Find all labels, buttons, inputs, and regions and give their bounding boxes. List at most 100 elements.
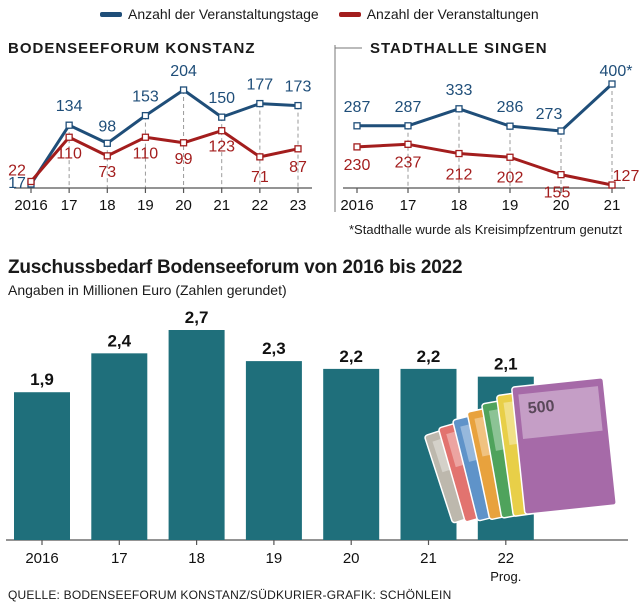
legend-item-events: Anzahl der Veranstaltungen: [338, 6, 539, 22]
data-label: 287: [344, 99, 371, 116]
legend-label-events: Anzahl der Veranstaltungen: [366, 6, 539, 22]
data-label: 127: [613, 168, 640, 185]
data-point: [27, 177, 35, 186]
x-tick-label: 2016: [14, 197, 47, 214]
legend: Anzahl der Veranstaltungstage Anzahl der…: [100, 6, 539, 22]
data-point: [256, 99, 264, 108]
bar: [323, 368, 380, 540]
data-point: [65, 121, 73, 129]
data-point: [103, 152, 111, 160]
data-label: 123: [208, 139, 235, 156]
data-point: [218, 127, 226, 135]
data-point: [218, 113, 226, 121]
data-point: [294, 101, 302, 110]
data-point: [506, 153, 514, 161]
data-label: 71: [251, 169, 269, 186]
data-point: [608, 181, 616, 189]
data-label: 202: [497, 169, 524, 186]
series-line: [356, 142, 613, 187]
data-point: [179, 86, 188, 94]
bar-x-label: 2016: [25, 550, 58, 567]
bar-x-label: 20: [343, 550, 360, 567]
data-label: 173: [285, 79, 312, 96]
bar-chart-subtitle: Angaben in Millionen Euro (Zahlen gerund…: [8, 282, 287, 298]
bar: [245, 361, 302, 540]
bar-x-label: 19: [266, 550, 283, 567]
data-point: [141, 111, 150, 120]
singen-footnote: *Stadthalle wurde als Kreisimpfzentrum g…: [349, 222, 623, 237]
banknote: 500: [511, 377, 617, 515]
euro-banknotes-illustration: 5102050100200500: [424, 377, 617, 524]
konstanz-line-chart: 2016 17 18 19 20 21 22 23 17 134 98 153 204 150 177 173…: [8, 63, 312, 214]
series-line: [357, 82, 614, 133]
data-point: [179, 139, 188, 147]
data-point: [557, 170, 565, 179]
banknote-panel: [518, 386, 603, 440]
bar-value-label: 2,1: [494, 355, 518, 374]
data-label: 150: [208, 90, 235, 107]
data-point: [294, 145, 302, 153]
data-label: 153: [132, 89, 159, 106]
bar-x-label: 21: [420, 550, 437, 567]
singen-line-chart: 2016 17 18 19 20 21 287 287 333 286 273 400* 230 237 2…: [340, 63, 639, 214]
data-label: 99: [175, 151, 193, 168]
data-label: 110: [56, 145, 82, 162]
data-point: [506, 122, 514, 130]
x-tick-label: 23: [290, 197, 307, 214]
bar-chart-title: Zuschussbedarf Bodenseeforum von 2016 bi…: [8, 257, 463, 278]
data-label: 17: [8, 175, 26, 192]
data-point: [141, 133, 150, 141]
data-label: 286: [497, 99, 524, 116]
bar-x-note: Prog.: [490, 569, 521, 584]
data-label: 134: [56, 98, 83, 115]
x-tick-label: 19: [502, 197, 519, 214]
banknote-body: [511, 377, 617, 515]
x-tick-label: 17: [61, 197, 78, 214]
bar-x-label: 18: [188, 550, 205, 567]
data-point: [353, 143, 361, 151]
bar-value-label: 2,2: [417, 347, 441, 366]
bar: [168, 330, 225, 540]
bar-value-label: 2,7: [185, 308, 209, 327]
data-label: 87: [289, 159, 307, 176]
data-label: 204: [170, 63, 197, 80]
data-point: [404, 122, 412, 130]
data-point: [65, 133, 73, 141]
data-label: 110: [133, 145, 159, 162]
data-label: 212: [446, 167, 473, 184]
legend-label-days: Anzahl der Veranstaltungstage: [128, 6, 319, 22]
legend-swatch-red: [338, 11, 361, 17]
bar-value-label: 1,9: [30, 370, 54, 389]
data-label: 333: [446, 82, 473, 99]
legend-item-days: Anzahl der Veranstaltungstage: [100, 6, 319, 22]
data-point: [455, 149, 463, 158]
data-label: 230: [344, 157, 371, 174]
data-label: 177: [247, 77, 274, 94]
data-point: [455, 105, 463, 113]
bar-value-label: 2,2: [339, 347, 363, 366]
bar-value-label: 2,3: [262, 339, 286, 358]
data-label: 400*: [600, 63, 633, 80]
x-tick-label: 22: [252, 197, 269, 214]
data-label: 73: [98, 164, 116, 181]
konstanz-chart-title: BODENSEEFORUM KONSTANZ: [8, 40, 256, 57]
bar-x-label: 17: [111, 550, 128, 567]
data-label: 273: [536, 106, 563, 123]
data-label: 98: [98, 118, 116, 135]
bar: [91, 353, 148, 540]
banknote-denomination: 500: [527, 398, 555, 418]
data-point: [608, 80, 616, 88]
series-line: [29, 88, 299, 185]
x-tick-label: 20: [553, 197, 570, 214]
data-point: [256, 153, 264, 161]
x-tick-label: 2016: [340, 197, 373, 214]
x-tick-label: 18: [451, 197, 468, 214]
legend-swatch-blue: [100, 11, 122, 17]
x-tick-label: 19: [137, 197, 154, 214]
source-credit: QUELLE: BODENSEEFORUM KONSTANZ/SÜDKURIER…: [8, 588, 452, 602]
data-label: 237: [395, 154, 422, 171]
data-point: [103, 139, 111, 147]
bar-x-label: 22: [497, 550, 514, 567]
